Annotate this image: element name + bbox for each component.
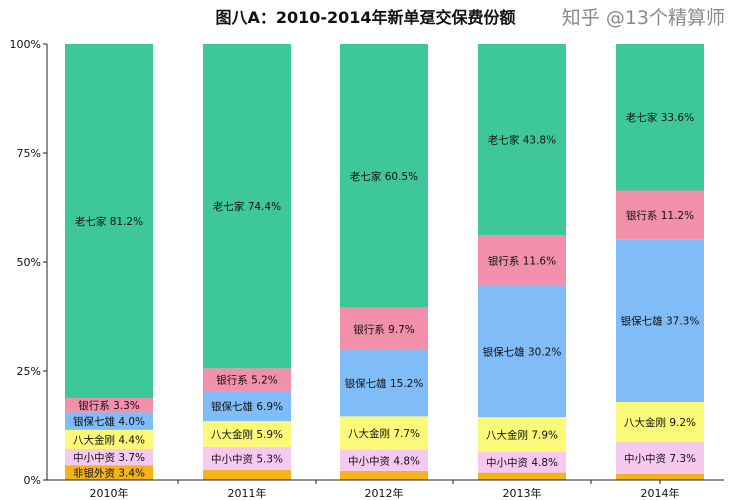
segment-label: 老七家 81.2% — [75, 215, 143, 228]
x-tick-label: 2014年 — [641, 486, 680, 500]
bar-segment — [340, 449, 428, 471]
segment-label: 老七家 60.5% — [350, 170, 418, 183]
bar-segment — [65, 429, 153, 450]
bar-segment — [340, 44, 428, 308]
segment-label: 八大金刚 4.4% — [73, 433, 145, 446]
segment-label: 银保七雄 37.3% — [621, 315, 700, 328]
x-tick-label: 2011年 — [228, 486, 267, 500]
segment-label: 银保七雄 6.9% — [211, 400, 283, 413]
segment-label: 中小中资 7.3% — [624, 452, 696, 465]
bar-segment — [203, 421, 291, 447]
segment-label: 非银外资 3.4% — [73, 467, 145, 480]
segment-label: 银行系 3.3% — [78, 399, 140, 412]
x-tick-label: 2012年 — [365, 486, 404, 500]
y-tick-label: 100% — [10, 38, 41, 51]
bar-segment — [616, 239, 704, 402]
bar-segment — [478, 285, 566, 418]
watermark: 知乎 @13个精算师 — [561, 7, 725, 29]
segment-label: 中小中资 4.8% — [348, 454, 420, 467]
x-tick-label: 2010年 — [90, 486, 129, 500]
bar-segment — [65, 44, 153, 399]
bar-segment — [616, 44, 704, 191]
bar-segment — [478, 44, 566, 235]
segment-label: 中小中资 4.8% — [486, 456, 558, 469]
segment-label: 银行系 11.6% — [488, 254, 556, 267]
segment-label: 银保七雄 15.2% — [345, 377, 424, 390]
y-tick-label: 0% — [24, 474, 41, 487]
bar-segment — [203, 391, 291, 422]
segment-label: 银保七雄 30.2% — [483, 345, 562, 358]
x-tick-label: 2013年 — [503, 486, 542, 500]
bar-segment — [478, 451, 566, 473]
bar-segment — [478, 472, 566, 480]
bar-segment — [616, 401, 704, 443]
bar-segment — [65, 465, 153, 480]
bar-segment — [340, 470, 428, 480]
bar-segment — [616, 473, 704, 480]
segment-label: 八大金刚 5.9% — [211, 428, 283, 441]
segment-label: 八大金刚 7.7% — [348, 427, 420, 440]
bar-segment — [203, 44, 291, 369]
bar-segment — [340, 307, 428, 351]
bar-segment — [65, 449, 153, 466]
bar-segment — [65, 398, 153, 413]
bar-segment — [340, 350, 428, 417]
bar-segment — [478, 234, 566, 286]
y-tick-label: 25% — [17, 365, 41, 378]
chart-title: 图八A：2010-2014年新单趸交保费份额 — [215, 8, 516, 27]
segment-label: 银保七雄 4.0% — [73, 415, 145, 428]
segment-label: 中小中资 3.7% — [73, 451, 145, 464]
segment-label: 老七家 74.4% — [213, 200, 281, 213]
segment-label: 老七家 33.6% — [626, 111, 694, 124]
bar-segment — [478, 417, 566, 452]
bar-segment — [616, 442, 704, 474]
segment-label: 银行系 9.7% — [353, 323, 415, 336]
segment-label: 中小中资 5.3% — [211, 452, 283, 465]
y-tick-label: 50% — [17, 256, 41, 269]
bar-segment — [203, 469, 291, 480]
bar-segment — [340, 416, 428, 450]
bar-segment — [203, 368, 291, 392]
bar-segment — [203, 446, 291, 470]
segment-label: 八大金刚 7.9% — [486, 428, 558, 441]
bar-segment — [616, 190, 704, 240]
y-tick-label: 75% — [17, 147, 41, 160]
segment-label: 八大金刚 9.2% — [624, 416, 696, 429]
segment-label: 银行系 11.2% — [626, 209, 694, 222]
segment-label: 银行系 5.2% — [216, 374, 278, 387]
segment-label: 老七家 43.8% — [488, 133, 556, 146]
bar-segment — [65, 412, 153, 430]
